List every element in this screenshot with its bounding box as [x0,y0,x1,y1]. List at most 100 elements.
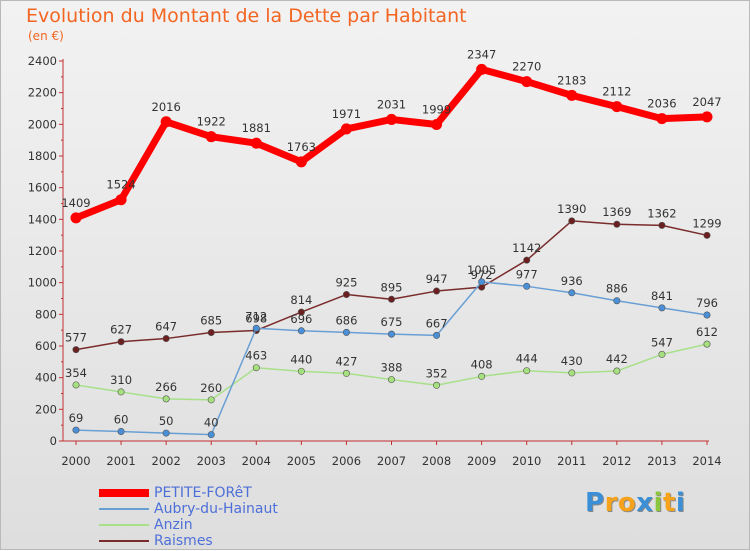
legend-label: Aubry-du-Hainaut [154,501,278,517]
data-label: 440 [290,352,312,366]
data-label: 685 [200,314,222,328]
data-point [703,231,711,239]
data-label: 1971 [332,107,361,121]
data-point [342,291,350,299]
data-label: 796 [696,296,718,310]
data-point [252,364,260,372]
data-point [295,156,307,168]
data-label: 1763 [287,140,316,154]
y-tick-label: 2000 [28,117,57,131]
data-label: 2031 [377,97,406,111]
data-label: 354 [65,366,87,380]
x-tick-label: 2010 [512,454,541,468]
data-label: 675 [381,315,403,329]
data-point [701,111,713,123]
data-point [478,278,486,286]
logo-letter: i [653,488,663,518]
data-point [70,212,82,224]
data-point [523,367,531,375]
data-label: 1922 [197,115,226,129]
data-point [250,137,262,149]
data-label: 841 [651,289,673,303]
data-point [205,131,217,143]
logo-letter: o [617,488,637,518]
x-tick-label: 2014 [692,454,721,468]
data-point [523,282,531,290]
legend-label: Anzin [154,517,193,533]
y-tick-label: 600 [35,339,57,353]
data-label: 260 [200,381,222,395]
data-label: 2183 [557,73,586,87]
chart-unit: (en €) [28,29,64,43]
data-label: 698 [245,311,267,325]
data-point [297,367,305,375]
data-label: 442 [606,352,628,366]
data-point [658,221,666,229]
data-point [523,256,531,264]
data-point [703,340,711,348]
data-label: 60 [114,413,129,427]
y-tick-label: 1200 [28,244,57,258]
data-label: 266 [155,380,177,394]
data-point [162,395,170,403]
legend-swatch [99,540,149,542]
data-point [342,369,350,377]
data-label: 814 [290,293,312,307]
data-point [207,431,215,439]
legend-label: Raismes [154,533,213,549]
data-point [207,396,215,404]
data-point [568,369,576,377]
legend-item-raismes: Raismes [99,533,359,549]
data-label: 647 [155,320,177,334]
data-label: 2270 [512,60,541,74]
data-label: 577 [65,331,87,345]
data-label: 1142 [512,241,541,255]
data-point [162,335,170,343]
logo-letter: x [636,488,654,518]
data-point [478,372,486,380]
y-tick-label: 1400 [28,212,57,226]
x-tick-label: 2012 [602,454,631,468]
data-point [297,327,305,335]
legend-swatch [99,508,149,510]
y-tick-label: 1800 [28,149,57,163]
x-tick-label: 2003 [197,454,226,468]
data-label: 1369 [602,205,631,219]
data-label: 972 [471,268,493,282]
data-label: 1390 [557,202,586,216]
legend-label: PETITE-FORêT [154,485,252,501]
data-label: 1362 [647,206,676,220]
legend-item-anzin: Anzin [99,517,359,533]
data-label: 388 [381,361,403,375]
data-point [115,194,127,206]
data-label: 696 [290,312,312,326]
data-point [72,381,80,389]
data-point [117,338,125,346]
data-label: 612 [696,325,718,339]
x-tick-label: 2002 [152,454,181,468]
data-label: 925 [335,276,357,290]
legend-swatch [99,524,149,526]
data-point [568,289,576,297]
data-label: 947 [426,272,448,286]
data-point [297,308,305,316]
data-label: 1999 [422,102,451,116]
proxiti-logo: Proxiti [585,488,685,518]
data-point [703,311,711,319]
data-label: 444 [516,352,538,366]
data-point [658,304,666,312]
data-label: 69 [69,411,84,425]
data-label: 712 [245,309,267,323]
data-label: 627 [110,323,132,337]
logo-letter: i [675,488,686,518]
data-label: 936 [561,274,583,288]
legend-item-aubry: Aubry-du-Hainaut [99,501,359,517]
data-label: 463 [245,349,267,363]
legend: PETITE-FORêT Aubry-du-Hainaut Anzin Rais… [99,485,359,549]
data-point [568,217,576,225]
x-tick-label: 2007 [377,454,406,468]
data-point [342,328,350,336]
data-point [566,89,578,101]
